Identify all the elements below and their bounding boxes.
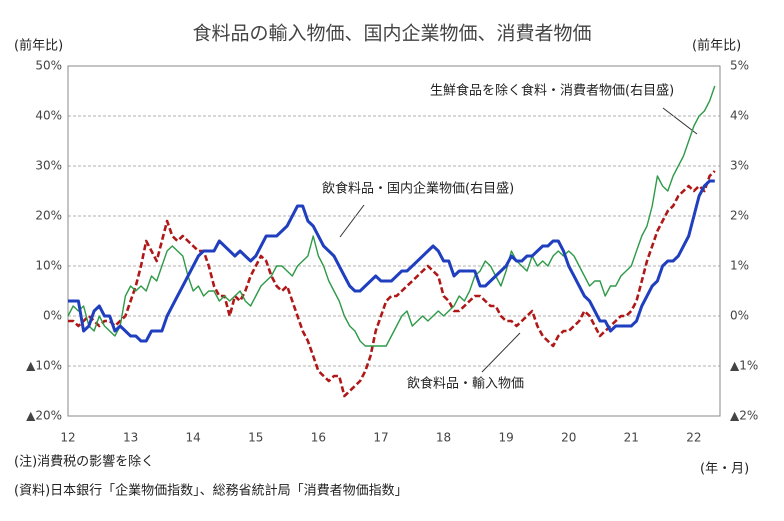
x-tick-label: 13 <box>123 431 138 445</box>
x-axis-label: (年・月) <box>700 462 749 477</box>
y2-tick-label: ▲2% <box>730 409 758 423</box>
x-tick-label: 22 <box>686 431 701 445</box>
y2-axis-label: (前年比) <box>692 38 741 54</box>
y2-tick-label: 4% <box>730 109 749 123</box>
y-tick-label: 0% <box>43 309 62 323</box>
y2-tick-label: 0% <box>730 309 749 323</box>
series-label: 生鮮食品を除く食料・消費者物価(右目盛) <box>430 83 674 99</box>
note: (資料)日本銀行「企業物価指数」、総務省統計局「消費者物価指数」 <box>14 483 408 499</box>
plot-frame <box>67 65 721 417</box>
y-tick-label: 40% <box>35 109 62 123</box>
y2-tick-label: 2% <box>730 209 749 223</box>
x-tick-label: 17 <box>373 431 388 445</box>
y2-tick-label: ▲1% <box>730 359 758 373</box>
x-tick-label: 12 <box>60 431 75 445</box>
series-label: 飲食料品・輸入物価 <box>407 376 524 392</box>
y2-tick-label: 5% <box>730 59 749 73</box>
leader-line <box>339 204 365 238</box>
y-axis-label: (前年比) <box>14 38 63 54</box>
note: (注)消費税の影響を除く <box>14 454 154 470</box>
y-tick-label: 10% <box>35 259 62 273</box>
y2-tick-label: 1% <box>730 259 749 273</box>
x-tick-label: 19 <box>499 431 514 445</box>
x-tick-label: 20 <box>561 431 576 445</box>
y-tick-label: 20% <box>35 209 62 223</box>
x-tick-label: 15 <box>248 431 263 445</box>
y-tick-label: ▲20% <box>26 409 62 423</box>
x-tick-label: 21 <box>624 431 639 445</box>
x-tick-label: 14 <box>186 431 201 445</box>
y2-tick-label: 3% <box>730 159 749 173</box>
leader-line <box>662 107 698 135</box>
x-tick-label: 16 <box>311 431 326 445</box>
series-line <box>67 85 716 347</box>
y-tick-label: ▲10% <box>26 359 62 373</box>
leader-line <box>481 332 521 373</box>
y-tick-label: 30% <box>35 159 62 173</box>
x-tick-label: 18 <box>436 431 451 445</box>
series-line <box>68 179 715 343</box>
series-line <box>68 170 716 398</box>
series-label: 飲食料品・国内企業物価(右目盛) <box>322 181 514 197</box>
y-tick-label: 50% <box>35 59 62 73</box>
chart-title: 食料品の輸入物価、国内企業物価、消費者物価 <box>192 23 591 45</box>
